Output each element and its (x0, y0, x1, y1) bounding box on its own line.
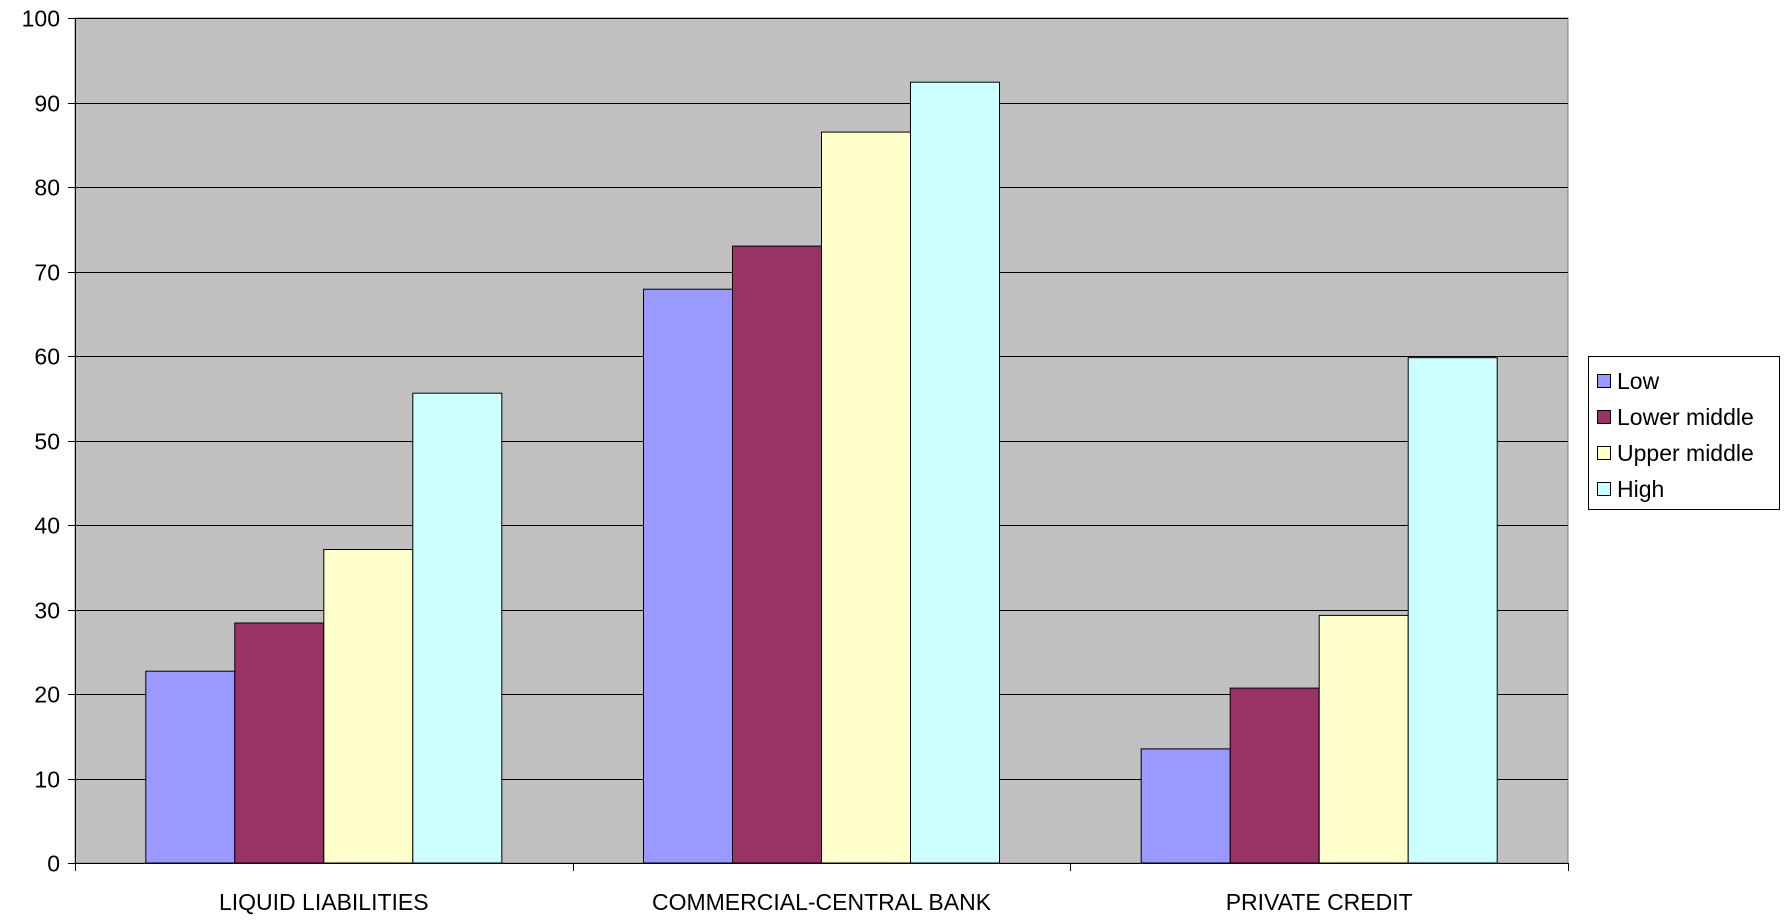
legend-label-high: High (1617, 475, 1665, 502)
y-tick-label: 0 (47, 851, 60, 877)
y-tick-label: 30 (34, 598, 60, 624)
legend-swatch-high (1597, 482, 1611, 496)
legend-label-lower-middle: Lower middle (1617, 403, 1754, 430)
y-tick-label: 20 (34, 682, 60, 708)
legend-item-upper-middle: Upper middle (1597, 435, 1773, 471)
y-tick-label: 10 (34, 767, 60, 793)
y-tick-label: 100 (22, 6, 60, 32)
legend-swatch-upper-middle (1597, 446, 1611, 460)
bar-upper-middle-1 (821, 131, 911, 864)
legend-swatch-low (1597, 374, 1611, 388)
y-tick-label: 40 (34, 513, 60, 539)
y-tick-label: 90 (34, 91, 60, 117)
bar-lower-middle-0 (234, 622, 325, 864)
bar-low-2 (1140, 748, 1231, 864)
bar-high-2 (1407, 357, 1498, 864)
legend-label-low: Low (1617, 367, 1660, 394)
y-axis-ticks: 0 10 20 30 40 50 60 70 80 90 100 (22, 6, 75, 877)
y-tick-label: 50 (34, 429, 60, 455)
x-tick-label: COMMERCIAL-CENTRAL BANK (652, 889, 992, 915)
bar-high-0 (412, 392, 503, 864)
bar-lower-middle-1 (732, 245, 822, 864)
bar-low-1 (643, 288, 733, 864)
legend-swatch-lower-middle (1597, 410, 1611, 424)
y-tick-label: 70 (34, 260, 60, 286)
axes (69, 18, 1568, 864)
x-tick-label: LIQUID LIABILITIES (219, 889, 429, 915)
legend-item-lower-middle: Lower middle (1597, 399, 1773, 435)
y-tick-label: 80 (34, 175, 60, 201)
legend-item-low: Low (1597, 363, 1773, 399)
bar-high-1 (910, 81, 1000, 864)
bar-upper-middle-0 (323, 549, 414, 864)
bar-low-0 (145, 670, 236, 864)
bars (145, 81, 1498, 864)
x-tick-label: PRIVATE CREDIT (1226, 889, 1413, 915)
legend-label-upper-middle: Upper middle (1617, 439, 1754, 466)
x-axis-ticks: LIQUID LIABILITIES COMMERCIAL-CENTRAL BAN… (75, 863, 1569, 915)
bar-upper-middle-2 (1318, 614, 1409, 864)
legend: Low Lower middle Upper middle High (1588, 356, 1780, 510)
legend-item-high: High (1597, 471, 1773, 507)
y-tick-label: 60 (34, 344, 60, 370)
bar-lower-middle-2 (1229, 687, 1320, 864)
